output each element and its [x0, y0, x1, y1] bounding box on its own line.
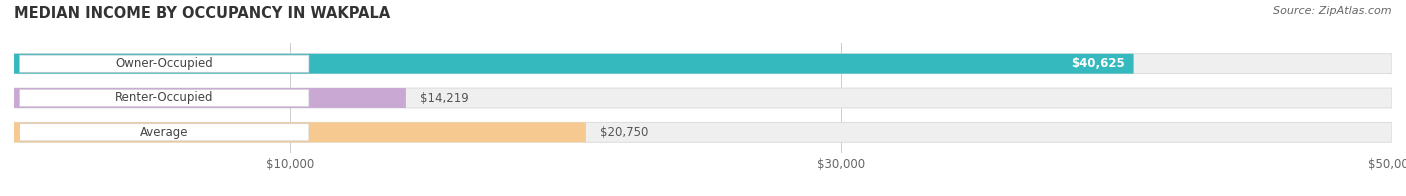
FancyBboxPatch shape — [14, 88, 406, 108]
FancyBboxPatch shape — [14, 54, 1133, 74]
FancyBboxPatch shape — [14, 54, 1392, 74]
FancyBboxPatch shape — [14, 122, 586, 142]
FancyBboxPatch shape — [14, 88, 1392, 108]
Text: $20,750: $20,750 — [600, 126, 648, 139]
Text: Owner-Occupied: Owner-Occupied — [115, 57, 214, 70]
Text: Average: Average — [141, 126, 188, 139]
Text: $40,625: $40,625 — [1071, 57, 1125, 70]
FancyBboxPatch shape — [20, 89, 309, 107]
Text: $14,219: $14,219 — [419, 92, 468, 104]
Text: MEDIAN INCOME BY OCCUPANCY IN WAKPALA: MEDIAN INCOME BY OCCUPANCY IN WAKPALA — [14, 6, 391, 21]
Text: Renter-Occupied: Renter-Occupied — [115, 92, 214, 104]
Text: Source: ZipAtlas.com: Source: ZipAtlas.com — [1274, 6, 1392, 16]
FancyBboxPatch shape — [20, 124, 309, 141]
FancyBboxPatch shape — [14, 122, 1392, 142]
FancyBboxPatch shape — [20, 55, 309, 72]
